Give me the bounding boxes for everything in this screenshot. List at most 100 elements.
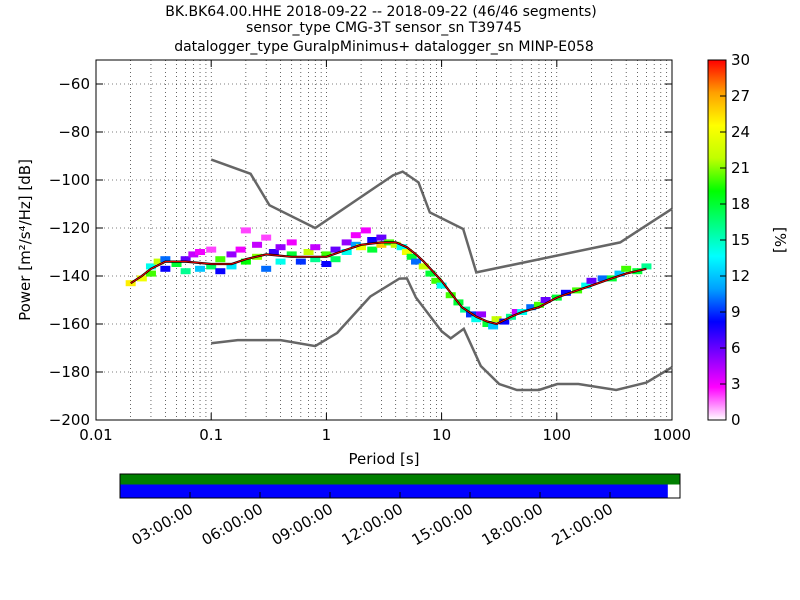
density-cell <box>376 241 387 248</box>
density-cell <box>268 249 279 255</box>
colorbar-tick-label: 15 <box>731 231 750 249</box>
colorbar-tick-label: 0 <box>731 411 741 429</box>
y-tick-label: −180 <box>49 363 90 381</box>
density-cell <box>445 292 456 299</box>
density-cell <box>471 316 482 323</box>
density-cell <box>581 282 592 289</box>
density-cell <box>330 256 341 263</box>
timeline-coverage-bar <box>120 484 668 498</box>
density-cell <box>261 265 272 272</box>
timeline-tick-label: 06:00:00 <box>199 500 266 549</box>
density-cell <box>560 289 571 296</box>
density-cell <box>310 256 321 263</box>
density-cell <box>341 249 352 255</box>
timeline-tick-label: 21:00:00 <box>549 500 616 549</box>
colorbar-tick-label: 18 <box>731 195 750 213</box>
mode-line <box>130 241 647 325</box>
density-cell <box>180 256 191 263</box>
density-cell <box>275 258 286 265</box>
grid-lines <box>96 60 672 420</box>
y-axis-label: Power [m²/s⁴/Hz] [dB] <box>16 159 34 321</box>
density-cell <box>431 277 442 284</box>
density-cell <box>145 263 156 270</box>
density-cell <box>240 258 251 265</box>
colorbar-tick-label: 21 <box>731 159 750 177</box>
density-cell <box>195 265 206 272</box>
x-tick-label: 10 <box>432 426 451 444</box>
density-cell <box>425 270 436 277</box>
density-cell <box>206 246 217 253</box>
density-cell <box>171 261 182 267</box>
density-cell <box>614 270 625 277</box>
x-tick-label: 1000 <box>653 426 691 444</box>
density-cell <box>390 241 401 248</box>
density-cell <box>406 253 417 260</box>
colorbar-tick-label: 12 <box>731 267 750 285</box>
density-cell <box>303 249 314 255</box>
y-tick-label: −80 <box>58 123 90 141</box>
density-cell <box>252 241 263 248</box>
timeline-tick-label: 09:00:00 <box>269 500 336 549</box>
title-line-3: datalogger_type GuralpMinimus+ datalogge… <box>174 39 594 55</box>
y-tick-label: −60 <box>58 75 90 93</box>
colorbar: 0 3 6 9 12 15 18 21 24 27 30 [%] <box>707 51 789 429</box>
density-cell <box>597 275 608 282</box>
x-tick-label: 1 <box>322 426 332 444</box>
density-cell <box>195 249 206 255</box>
timeline-tick-label: 03:00:00 <box>129 500 196 549</box>
density-cell <box>491 316 502 323</box>
colorbar-tick-label: 9 <box>731 303 741 321</box>
title-line-2: sensor_type CMG-3T sensor_sn T39745 <box>246 20 522 36</box>
y-tick-label: −120 <box>49 219 90 237</box>
density-cell <box>215 256 226 263</box>
x-tick-label: 0.1 <box>199 426 223 444</box>
timeline: 03:00:00 06:00:00 09:00:00 12:00:00 15:00:00… <box>119 473 681 549</box>
x-axis-label: Period [s] <box>348 450 419 468</box>
density-cell <box>621 265 632 272</box>
density-cell <box>367 246 378 253</box>
colorbar-tick-label: 27 <box>731 87 750 105</box>
density-cell <box>526 304 537 311</box>
density-cell <box>125 280 136 287</box>
density-cell <box>160 265 171 272</box>
density-cell <box>499 318 510 325</box>
density-cell <box>321 261 332 267</box>
density-cell <box>321 251 332 258</box>
mean-curve <box>130 241 647 326</box>
x-axis-ticks: 0.01 0.1 1 10 100 1000 <box>79 60 691 444</box>
colorbar-label: [%] <box>771 227 789 253</box>
density-cell <box>330 246 341 253</box>
timeline-tick-label: 18:00:00 <box>479 500 546 549</box>
density-cell <box>411 258 422 265</box>
colorbar-ticks: 0 3 6 9 12 15 18 21 24 27 30 <box>720 51 750 429</box>
density-cell <box>295 258 306 265</box>
noise-model-line <box>210 158 673 274</box>
colorbar-tick-label: 3 <box>731 375 741 393</box>
density-cell <box>476 311 487 318</box>
timeline-ticks: 03:00:00 06:00:00 09:00:00 12:00:00 15:00:00… <box>129 492 616 549</box>
timeline-tick-label: 12:00:00 <box>339 500 406 549</box>
colorbar-tick-label: 6 <box>731 339 741 357</box>
chart-titles: BK.BK64.00.HHE 2018-09-22 -- 2018-09-22 … <box>165 4 597 55</box>
density-cell <box>341 239 352 246</box>
plot-area: 0.01 0.1 1 10 100 1000 −60 −80 −100 −120 −140 −160… <box>16 59 691 468</box>
density-cell <box>206 263 217 270</box>
density-cell <box>153 258 164 265</box>
noise-model-line <box>211 277 673 392</box>
density-cell <box>488 323 499 330</box>
density-cell <box>511 309 522 315</box>
x-tick-label: 0.01 <box>79 426 112 444</box>
colorbar-tick-label: 24 <box>731 123 750 141</box>
density-cell <box>641 263 652 270</box>
density-cell <box>261 234 272 241</box>
density-cell <box>275 244 286 251</box>
density-cell <box>540 297 551 303</box>
y-tick-label: −100 <box>49 171 90 189</box>
density-cell <box>180 268 191 275</box>
density-cell <box>401 249 412 255</box>
density-cell <box>367 237 378 243</box>
colorbar-tick-label: 30 <box>731 51 750 69</box>
density-cell <box>286 239 297 246</box>
x-tick-label: 100 <box>542 426 571 444</box>
y-tick-label: −200 <box>49 411 90 429</box>
